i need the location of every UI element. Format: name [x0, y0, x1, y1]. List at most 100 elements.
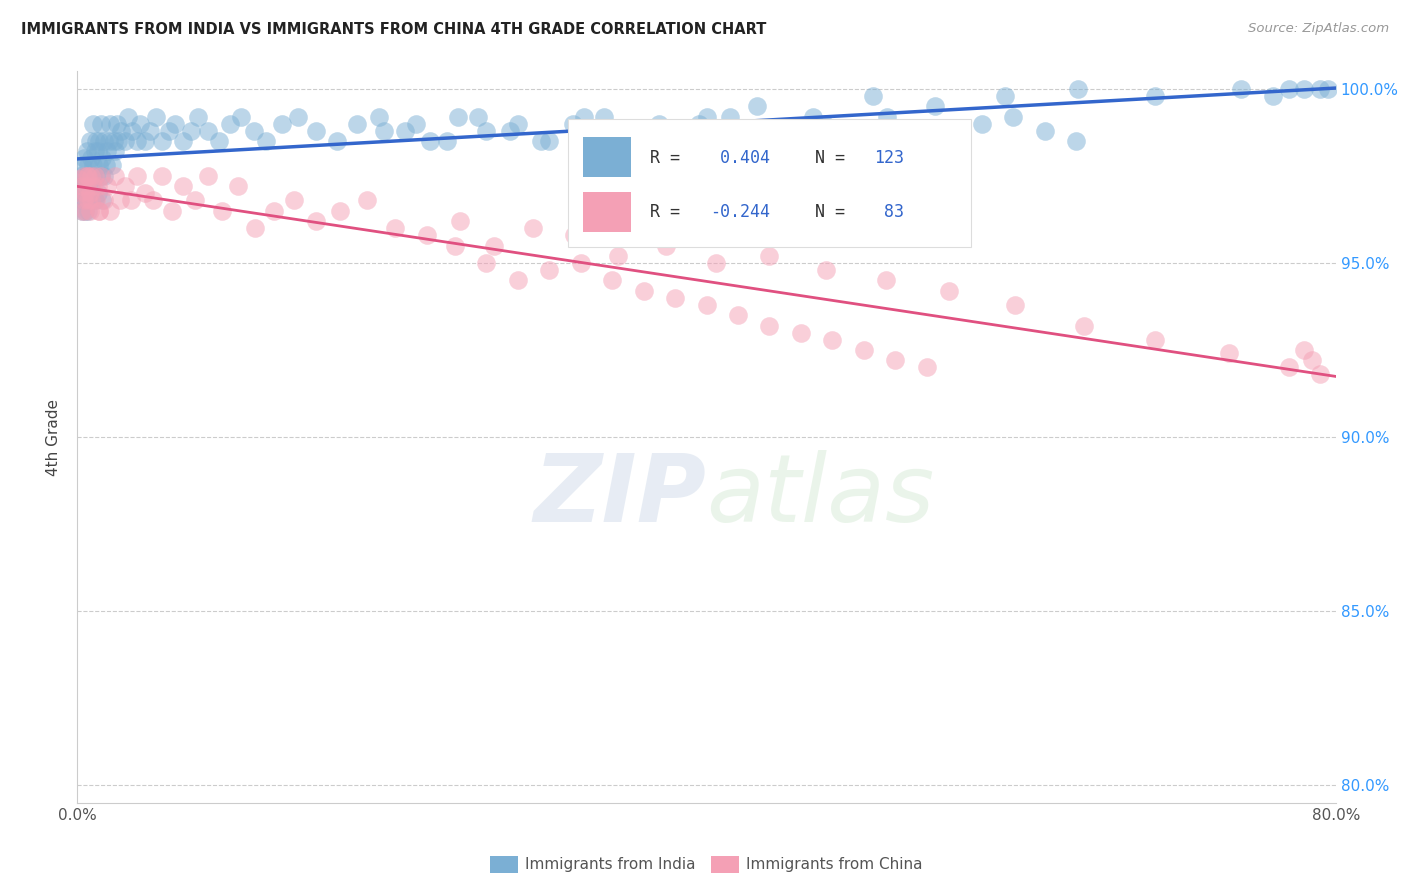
Legend: Immigrants from India, Immigrants from China: Immigrants from India, Immigrants from C…	[484, 849, 929, 880]
Point	[208, 134, 231, 148]
Point	[609, 123, 631, 137]
Point	[506, 273, 529, 287]
Point	[93, 134, 115, 148]
Point	[90, 169, 112, 183]
Point	[114, 134, 136, 148]
Point	[561, 117, 583, 131]
Point	[80, 152, 103, 166]
Point	[67, 172, 90, 186]
Point	[688, 117, 710, 131]
Point	[593, 110, 616, 124]
Point	[600, 273, 623, 287]
Point	[696, 110, 718, 124]
Point	[782, 134, 804, 148]
Point	[876, 110, 898, 124]
Point	[150, 169, 173, 183]
Point	[475, 123, 498, 137]
Point	[1309, 82, 1331, 96]
Point	[72, 152, 94, 166]
Point	[538, 263, 561, 277]
Point	[79, 134, 101, 148]
Point	[287, 110, 309, 124]
Point	[89, 203, 111, 218]
Point	[1277, 82, 1299, 96]
Point	[1067, 82, 1090, 96]
Point	[72, 193, 94, 207]
Point	[76, 179, 98, 194]
Point	[77, 169, 100, 183]
Point	[219, 117, 242, 131]
Point	[305, 214, 328, 228]
Point	[103, 134, 125, 148]
Point	[69, 193, 91, 207]
Point	[1002, 110, 1025, 124]
Point	[970, 117, 993, 131]
Bar	[583, 137, 631, 178]
Point	[449, 214, 471, 228]
Point	[163, 117, 186, 131]
Point	[718, 110, 741, 124]
Point	[82, 158, 104, 172]
Point	[157, 123, 180, 137]
Point	[654, 238, 676, 252]
Point	[1064, 134, 1087, 148]
Point	[270, 117, 292, 131]
Point	[172, 134, 194, 148]
Point	[884, 353, 907, 368]
Point	[994, 88, 1017, 103]
Point	[90, 169, 112, 183]
Point	[1143, 333, 1166, 347]
Point	[79, 203, 101, 218]
Point	[80, 193, 103, 207]
Point	[790, 326, 813, 340]
Point	[84, 169, 107, 183]
Point	[852, 343, 875, 357]
Point	[72, 179, 94, 194]
Point	[572, 110, 595, 124]
Point	[93, 169, 115, 183]
Point	[875, 273, 897, 287]
Point	[110, 123, 132, 137]
Point	[84, 134, 107, 148]
Point	[107, 134, 129, 148]
Point	[538, 134, 561, 148]
Text: 0.404: 0.404	[710, 149, 770, 167]
Point	[243, 221, 266, 235]
Point	[145, 110, 167, 124]
Point	[76, 145, 98, 159]
Point	[197, 123, 219, 137]
Bar	[583, 192, 631, 232]
Point	[499, 123, 522, 137]
Point	[368, 110, 391, 124]
Text: R =: R =	[650, 149, 690, 167]
Point	[67, 179, 90, 194]
Point	[121, 123, 143, 137]
Point	[83, 193, 105, 207]
Point	[862, 88, 884, 103]
Point	[77, 179, 100, 194]
Point	[821, 333, 844, 347]
Point	[76, 193, 98, 207]
Point	[1261, 88, 1284, 103]
Point	[93, 193, 115, 207]
Point	[569, 256, 592, 270]
Point	[75, 186, 97, 201]
Text: 123: 123	[875, 149, 904, 167]
Point	[751, 123, 773, 137]
Point	[436, 134, 458, 148]
Point	[105, 117, 128, 131]
Point	[1309, 368, 1331, 382]
Point	[727, 308, 749, 322]
Point	[82, 169, 104, 183]
Point	[91, 152, 114, 166]
Point	[254, 134, 277, 148]
Point	[1294, 343, 1316, 357]
Point	[89, 134, 111, 148]
Point	[938, 284, 960, 298]
Point	[1316, 82, 1339, 96]
Point	[75, 169, 97, 183]
Point	[624, 123, 647, 137]
Point	[98, 203, 121, 218]
Point	[108, 193, 131, 207]
Point	[373, 123, 395, 137]
